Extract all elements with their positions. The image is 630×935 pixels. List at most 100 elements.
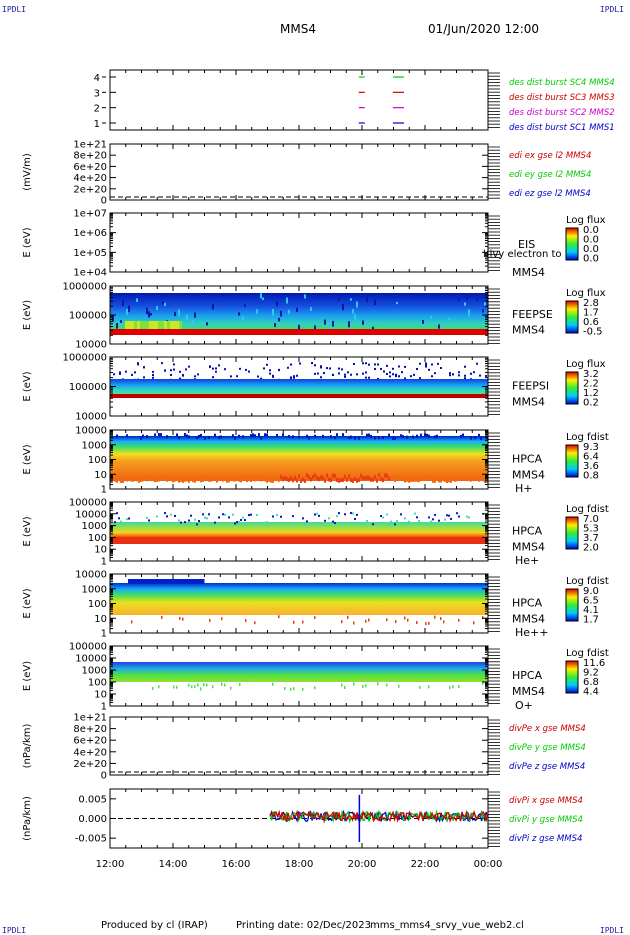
divpe-panel-tick-label: 2e+20: [73, 759, 107, 770]
feepsi-dot: [479, 374, 481, 377]
hpca-h-cell: [390, 476, 392, 481]
hpca-h-tick-label: 10000: [75, 426, 107, 437]
corner-label-bottom-right: IPDLI: [599, 926, 624, 935]
hpca-he-dot: [156, 515, 158, 518]
hpca-he-tick-label: 1: [101, 557, 107, 568]
feepsi-dot: [362, 362, 364, 365]
hpca-he-dot: [302, 517, 304, 520]
hpca-o-cell: [206, 683, 208, 687]
feepse-cell: [222, 293, 224, 297]
hpca-h-cell: [394, 477, 396, 482]
hpca-he-dot: [222, 513, 224, 516]
hpca-h-tick-label: 1: [101, 485, 107, 496]
hpca-hepp-colorbar-tick-label: 6.5: [583, 596, 599, 607]
divpe-panel-legend-2: divPe z gse MMS4: [509, 762, 585, 772]
feepse-cell: [164, 302, 166, 307]
hpca-h-cell: [122, 478, 124, 483]
feepsi-dot: [350, 373, 352, 376]
feepsi-dot: [368, 376, 370, 379]
x-tick-label: 00:00: [474, 859, 503, 870]
hpca-h-cell: [392, 476, 394, 481]
hpca-h-ylabel: E (eV): [22, 444, 33, 474]
hpca-h-cell: [474, 436, 476, 440]
hpca-h-cell: [268, 477, 270, 482]
hpca-h-cell: [276, 477, 278, 482]
hpca-h-label-0: HPCA: [512, 452, 543, 465]
feepse-cell: [176, 321, 179, 329]
feepse-cell: [272, 309, 274, 316]
divpi-legend-2: divPi z gse MMS4: [509, 834, 582, 844]
hpca-h-cell: [388, 476, 390, 481]
hpca-h-cell: [260, 477, 262, 482]
hpca-h-cell: [328, 477, 330, 482]
hpca-he-dot: [180, 521, 182, 524]
hpca-he-label-0: HPCA: [512, 524, 543, 537]
eis-colorbar-title: Log flux: [566, 215, 606, 226]
feepsi-dot: [425, 364, 427, 367]
hpca-h-cell: [312, 475, 314, 480]
feepsi-dot: [290, 376, 292, 379]
hpca-he-dot: [396, 520, 398, 523]
hpca-hepp-colorbar-tick-label: 9.0: [583, 586, 599, 597]
hpca-h-cell: [282, 433, 284, 437]
feepsi-dot: [323, 372, 325, 375]
hpca-he-tick-label: 10: [94, 545, 107, 556]
feepse-cell: [186, 314, 188, 320]
hpca-he-dot: [264, 521, 266, 524]
edi-panel-tick-label: 1e+21: [73, 140, 107, 151]
hpca-he-dot: [328, 517, 330, 520]
hpca-h-cell: [288, 434, 290, 438]
hpca-hepp-cell: [209, 618, 211, 622]
hpca-h-cell: [278, 477, 280, 482]
hpca-h-cell: [198, 476, 200, 481]
edi-panel-tick-label: 8e+20: [73, 151, 107, 162]
hpca-h-cell: [314, 473, 316, 478]
hpca-h-cell: [416, 434, 418, 438]
hpca-h-cell: [446, 478, 448, 483]
hpca-hepp-colorbar-tick-label: 4.1: [583, 605, 599, 616]
hpca-he-dot: [120, 520, 122, 523]
edi-panel-ylabel: (mV/m): [22, 153, 33, 191]
hpca-o-colorbar-tick-label: 9.2: [583, 668, 599, 679]
feepsi-dot: [119, 372, 121, 375]
divpe-panel-legend-0: divPe x gse MMS4: [509, 724, 586, 734]
hpca-hepp-cell: [245, 619, 247, 623]
feepse-colorbar-tick-label: 1.7: [583, 308, 599, 319]
x-tick-label: 20:00: [348, 859, 377, 870]
hpca-h-colorbar-tick-label: 9.3: [583, 442, 599, 453]
hpca-he-dot: [408, 520, 410, 523]
feepse-cell: [256, 309, 258, 314]
feepsi-dot: [161, 362, 163, 365]
hpca-he-dot: [246, 522, 248, 525]
feepsi-dot: [134, 371, 136, 374]
eis-label-1: MMS4: [512, 266, 545, 279]
hpca-he-dot: [426, 523, 428, 526]
hpca-h-cell: [174, 477, 176, 482]
hpca-hepp-label-1: MMS4: [512, 612, 545, 625]
hpca-h-cell: [158, 477, 160, 482]
feepsi-dot: [164, 369, 166, 372]
eis-colorbar-tick-label: 0.0: [583, 225, 599, 236]
hpca-h-cell: [204, 476, 206, 481]
hpca-h-cell: [358, 477, 360, 482]
hpca-h-cell: [130, 477, 132, 482]
eis-tick-label: 1e+07: [73, 209, 107, 220]
feepse-cell: [158, 321, 161, 329]
feepsi-dot: [236, 375, 238, 378]
hpca-h-cell: [238, 477, 240, 482]
hpca-h-cell: [336, 433, 338, 437]
feepse-cell: [298, 324, 300, 332]
feepsi-dot: [362, 372, 364, 375]
hpca-h-cell: [274, 476, 276, 481]
hpca-he-colorbar-tick-label: 3.7: [583, 533, 599, 544]
feepsi-dot: [179, 377, 181, 380]
hpca-h-cell: [388, 433, 390, 437]
hpca-o-cell: [230, 686, 232, 690]
feepsi-dot: [464, 365, 466, 368]
feepse-cell: [146, 321, 149, 329]
hpca-he-tick-label: 100: [88, 533, 107, 544]
feepsi-dot: [320, 376, 322, 379]
hpca-o-cell: [158, 685, 160, 689]
feepsi-dot: [431, 363, 433, 366]
footer-produced: Produced by cl (IRAP): [101, 920, 208, 931]
